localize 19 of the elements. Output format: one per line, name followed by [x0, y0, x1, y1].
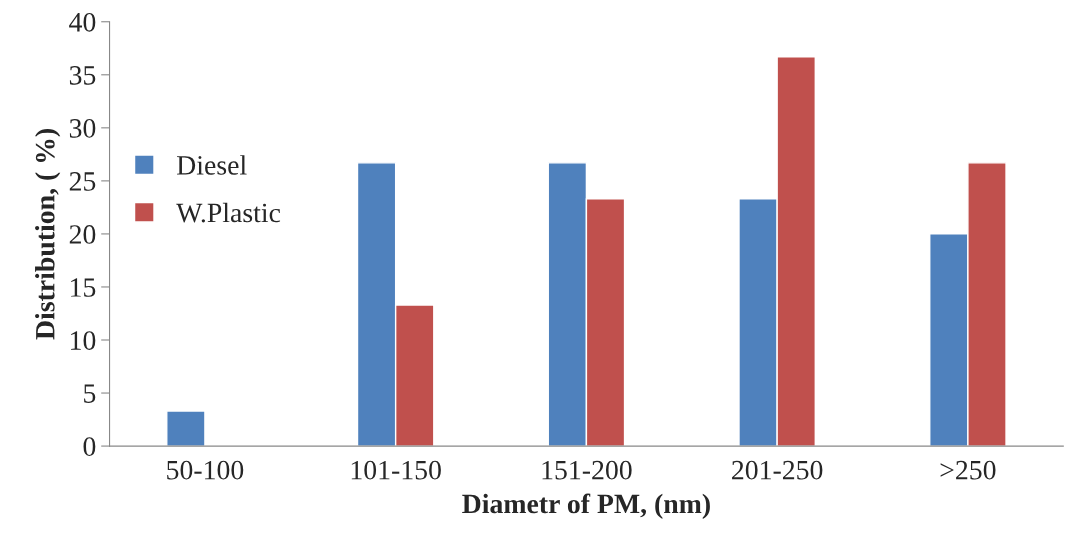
- y-tick-label: 25: [69, 172, 96, 191]
- y-tick-label: 10: [71, 331, 96, 350]
- y-tick-label: 20: [69, 225, 96, 244]
- x-axis-title: Diametr of PM, (nm): [462, 493, 710, 519]
- x-tick-label: 151-200: [542, 460, 632, 480]
- y-tick-label: 40: [69, 12, 96, 32]
- bar: [166, 410, 206, 447]
- y-tick-label: 30: [69, 119, 96, 138]
- legend-label: Diesel: [177, 155, 247, 175]
- y-tick-label: 0: [83, 437, 96, 456]
- x-tick-label: 201-250: [732, 460, 823, 480]
- y-tick-label: 35: [69, 66, 96, 85]
- x-tick-label: 50-100: [167, 460, 244, 480]
- x-tick-label: 101-150: [351, 460, 441, 480]
- legend-label: W.Plastic: [176, 202, 281, 223]
- x-tick-label: >250: [940, 460, 996, 480]
- y-tick-label: 5: [84, 384, 96, 403]
- y-axis-title: Distribution, ( %): [35, 129, 61, 340]
- y-tick-label: 15: [71, 278, 96, 297]
